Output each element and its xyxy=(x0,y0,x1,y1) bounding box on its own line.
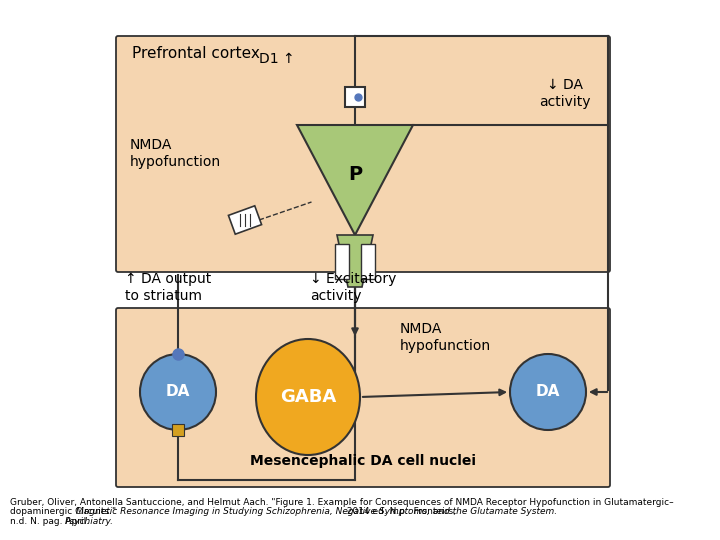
Text: n.d. N. pag. April.: n.d. N. pag. April. xyxy=(10,517,92,526)
Text: NMDA
hypofunction: NMDA hypofunction xyxy=(130,138,221,170)
Circle shape xyxy=(140,354,216,430)
Text: Mesencephalic DA cell nuclei: Mesencephalic DA cell nuclei xyxy=(250,454,476,468)
Text: ↓ DA
activity: ↓ DA activity xyxy=(539,78,590,109)
FancyBboxPatch shape xyxy=(116,308,610,487)
Text: ↓ Excitatory
activity: ↓ Excitatory activity xyxy=(310,272,397,303)
Text: DA: DA xyxy=(536,384,560,400)
Text: P: P xyxy=(348,165,362,185)
Circle shape xyxy=(510,354,586,430)
Bar xyxy=(345,87,365,107)
Text: Magnetic Resonance Imaging in Studying Schizophrenia, Negative Symptoms, and the: Magnetic Resonance Imaging in Studying S… xyxy=(76,507,557,516)
Text: Gruber, Oliver, Antonella Santuccione, and Helmut Aach. "Figure 1. Example for C: Gruber, Oliver, Antonella Santuccione, a… xyxy=(10,497,674,507)
Polygon shape xyxy=(297,125,413,235)
Text: Psychiatry.: Psychiatry. xyxy=(65,517,114,526)
Bar xyxy=(228,206,261,234)
Bar xyxy=(335,244,349,279)
Text: NMDA
hypofunction: NMDA hypofunction xyxy=(400,322,491,353)
Ellipse shape xyxy=(256,339,360,455)
Text: Prefrontal cortex: Prefrontal cortex xyxy=(132,46,260,61)
Text: GABA: GABA xyxy=(280,388,336,406)
Text: 2014 ed. N.p.: Fronteirs,: 2014 ed. N.p.: Fronteirs, xyxy=(344,507,456,516)
Polygon shape xyxy=(337,235,373,287)
Text: DA: DA xyxy=(166,384,190,400)
FancyBboxPatch shape xyxy=(116,36,610,272)
Bar xyxy=(361,244,375,279)
Text: dopaminergic Circuits.": dopaminergic Circuits." xyxy=(10,507,119,516)
Text: D1 ↑: D1 ↑ xyxy=(259,52,295,66)
Text: ↑ DA output
to striatum: ↑ DA output to striatum xyxy=(125,272,211,303)
